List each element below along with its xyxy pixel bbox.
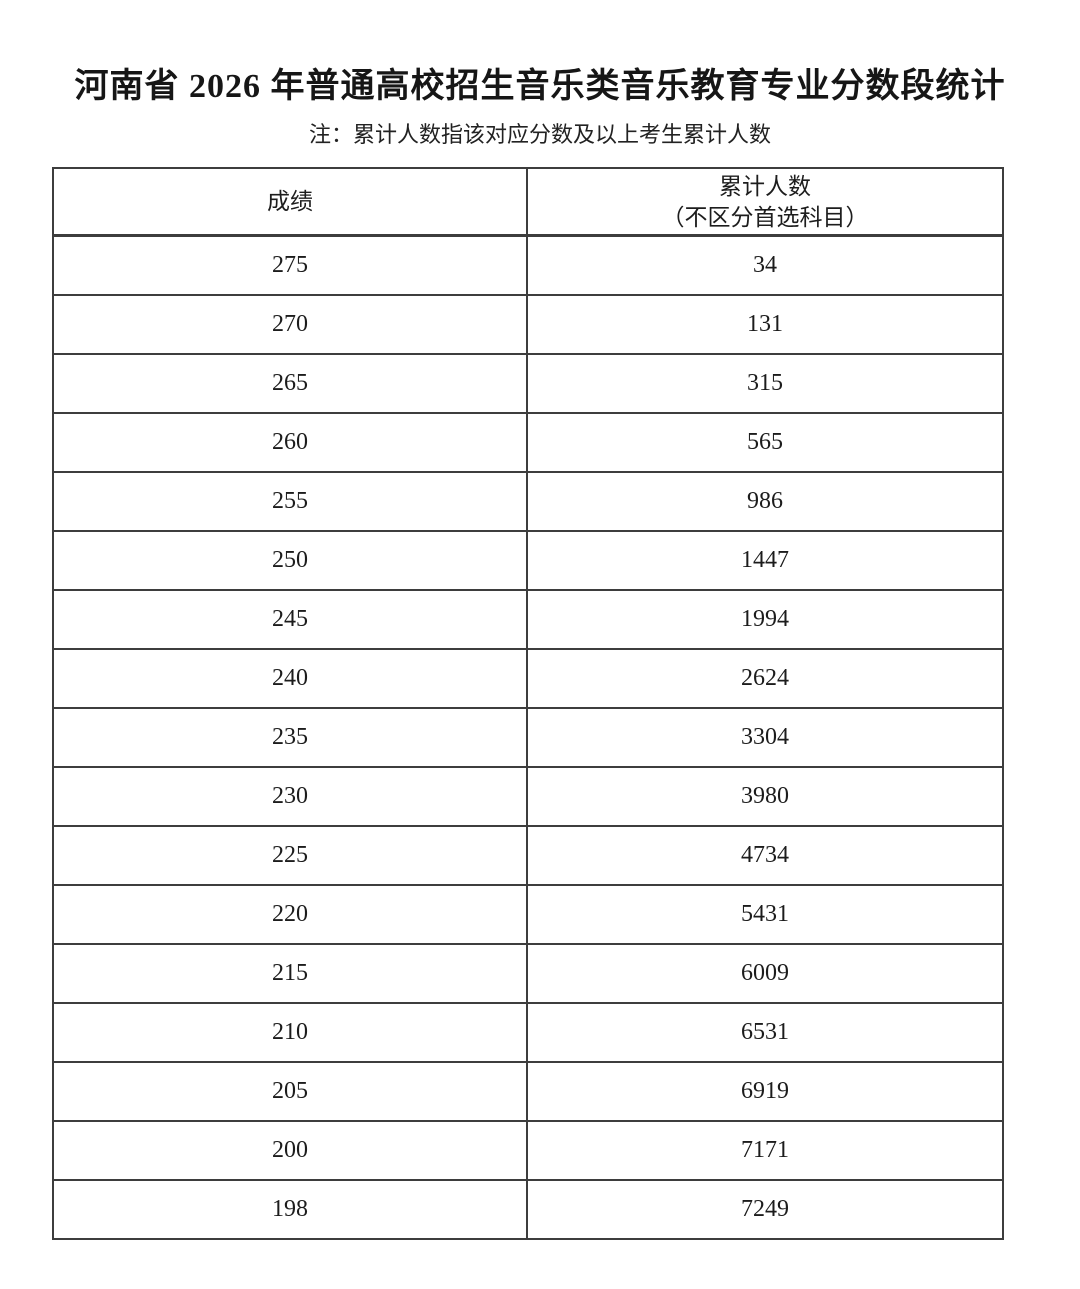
table-row: 200 7171 — [52, 1119, 1004, 1181]
score-cell: 205 — [52, 1060, 528, 1122]
score-cell: 270 — [52, 293, 528, 355]
count-cell: 3304 — [526, 706, 1004, 768]
count-cell: 1447 — [526, 529, 1004, 591]
count-column-subheader-label: （不区分首选科目） — [661, 204, 869, 230]
score-cell: 245 — [52, 588, 528, 650]
table-row: 255 986 — [52, 470, 1004, 532]
table-row: 205 6919 — [52, 1060, 1004, 1122]
score-cell: 260 — [52, 411, 528, 473]
page-title: 河南省 2026 年普通高校招生音乐类音乐教育专业分数段统计 — [74, 68, 1006, 105]
score-cell: 220 — [52, 883, 528, 945]
score-table: 成绩 累计人数 （不区分首选科目） 275 34 270 131 265 315… — [52, 166, 1004, 1240]
count-cell: 6531 — [526, 1001, 1004, 1063]
table-row: 270 131 — [52, 293, 1004, 355]
score-cell: 265 — [52, 352, 528, 414]
count-cell: 7171 — [526, 1119, 1004, 1181]
count-cell: 6009 — [526, 942, 1004, 1004]
count-cell: 6919 — [526, 1060, 1004, 1122]
score-cell: 240 — [52, 647, 528, 709]
table-row: 275 34 — [52, 234, 1004, 296]
table-row: 245 1994 — [52, 588, 1004, 650]
count-cell: 1994 — [526, 588, 1004, 650]
count-cell: 986 — [526, 470, 1004, 532]
count-column-header: 累计人数 （不区分首选科目） — [526, 166, 1004, 238]
table-row: 240 2624 — [52, 647, 1004, 709]
count-cell: 131 — [526, 293, 1004, 355]
table-row: 215 6009 — [52, 942, 1004, 1004]
score-cell: 210 — [52, 1001, 528, 1063]
score-table-body: 275 34 270 131 265 315 260 565 255 986 2… — [52, 234, 1004, 1240]
table-row: 250 1447 — [52, 529, 1004, 591]
score-cell: 215 — [52, 942, 528, 1004]
table-row: 265 315 — [52, 352, 1004, 414]
score-cell: 230 — [52, 765, 528, 827]
table-row: 225 4734 — [52, 824, 1004, 886]
count-cell: 4734 — [526, 824, 1004, 886]
table-row: 198 7249 — [52, 1178, 1004, 1240]
score-cell: 225 — [52, 824, 528, 886]
count-cell: 3980 — [526, 765, 1004, 827]
score-cell: 255 — [52, 470, 528, 532]
note-text: 注：累计人数指该对应分数及以上考生累计人数 — [308, 122, 771, 148]
count-column-header-label: 累计人数 — [719, 173, 811, 199]
score-cell: 275 — [52, 234, 528, 296]
score-table-header: 成绩 累计人数 （不区分首选科目） — [52, 166, 1004, 238]
score-cell: 250 — [52, 529, 528, 591]
score-column-header: 成绩 — [52, 166, 528, 238]
score-cell: 200 — [52, 1119, 528, 1181]
table-row: 230 3980 — [52, 765, 1004, 827]
score-cell: 235 — [52, 706, 528, 768]
table-row: 210 6531 — [52, 1001, 1004, 1063]
table-row: 220 5431 — [52, 883, 1004, 945]
header-row: 成绩 累计人数 （不区分首选科目） — [52, 166, 1004, 238]
score-cell: 198 — [52, 1178, 528, 1240]
count-cell: 34 — [526, 234, 1004, 296]
count-cell: 315 — [526, 352, 1004, 414]
count-cell: 2624 — [526, 647, 1004, 709]
count-cell: 7249 — [526, 1178, 1004, 1240]
count-cell: 5431 — [526, 883, 1004, 945]
table-row: 260 565 — [52, 411, 1004, 473]
count-cell: 565 — [526, 411, 1004, 473]
table-row: 235 3304 — [52, 706, 1004, 768]
score-column-header-label: 成绩 — [267, 189, 313, 215]
